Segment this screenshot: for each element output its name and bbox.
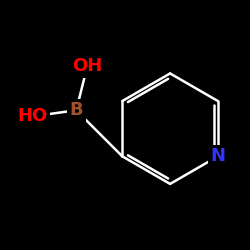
Text: N: N xyxy=(210,147,226,165)
Text: B: B xyxy=(70,101,83,119)
Text: OH: OH xyxy=(72,57,102,75)
Text: HO: HO xyxy=(17,108,47,126)
